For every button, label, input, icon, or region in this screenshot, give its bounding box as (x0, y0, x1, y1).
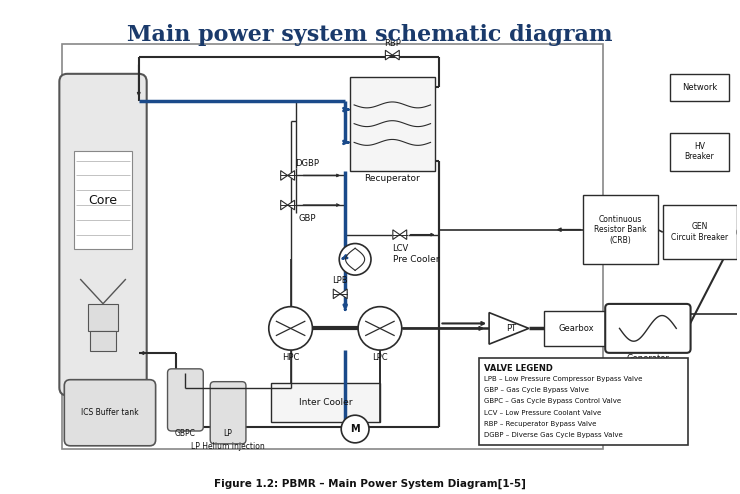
Text: Network: Network (682, 83, 717, 92)
Bar (90, 331, 116, 351)
FancyBboxPatch shape (605, 304, 690, 353)
Polygon shape (340, 289, 347, 299)
FancyBboxPatch shape (210, 382, 246, 444)
Text: GBP – Gas Cycle Bypass Valve: GBP – Gas Cycle Bypass Valve (484, 387, 589, 393)
Text: LPB: LPB (332, 276, 348, 285)
Circle shape (339, 244, 371, 275)
Text: VALVE LEGEND: VALVE LEGEND (484, 364, 553, 373)
Text: GEN
Circuit Breaker: GEN Circuit Breaker (671, 222, 729, 242)
Text: LCV: LCV (391, 244, 408, 253)
Text: ICS Buffer tank: ICS Buffer tank (81, 408, 139, 417)
Text: PT: PT (506, 324, 516, 333)
FancyBboxPatch shape (59, 74, 147, 396)
Polygon shape (392, 50, 400, 60)
Text: Gearbox: Gearbox (558, 324, 593, 333)
Polygon shape (333, 289, 340, 299)
Bar (670, 74, 730, 101)
Text: GBPC: GBPC (175, 429, 196, 439)
Bar (62, 44, 603, 449)
Text: Inter Cooler: Inter Cooler (298, 398, 352, 407)
Bar (74, 151, 132, 249)
Text: HPC: HPC (282, 354, 299, 363)
Text: HV
Breaker: HV Breaker (684, 142, 714, 162)
Text: LP: LP (223, 429, 232, 439)
Bar (670, 133, 730, 170)
Polygon shape (288, 200, 295, 210)
Text: Continuous
Resistor Bank
(CRB): Continuous Resistor Bank (CRB) (594, 215, 647, 245)
Circle shape (341, 415, 369, 443)
Bar (544, 311, 608, 346)
Text: LP Helium injection: LP Helium injection (191, 442, 265, 452)
Text: M: M (350, 424, 360, 434)
Polygon shape (386, 50, 392, 60)
Text: RBP – Recuperator Bypass Valve: RBP – Recuperator Bypass Valve (484, 421, 596, 427)
Text: Generator: Generator (627, 368, 670, 376)
Bar (663, 205, 737, 259)
Circle shape (737, 223, 740, 241)
Text: LCV – Low Pressure Coolant Valve: LCV – Low Pressure Coolant Valve (484, 410, 602, 416)
Polygon shape (400, 230, 407, 240)
Bar (480, 358, 687, 445)
Text: Core: Core (89, 194, 118, 206)
Polygon shape (280, 170, 288, 180)
Circle shape (358, 307, 402, 350)
Text: Pre Cooler: Pre Cooler (393, 255, 440, 264)
Polygon shape (280, 200, 288, 210)
Text: GBPC – Gas Cycle Bypass Control Valve: GBPC – Gas Cycle Bypass Control Valve (484, 399, 622, 405)
Polygon shape (393, 230, 400, 240)
Text: Main power system schematic diagram: Main power system schematic diagram (127, 25, 613, 46)
FancyBboxPatch shape (64, 380, 155, 446)
Bar (350, 77, 434, 170)
Text: DGBP: DGBP (295, 159, 320, 168)
Circle shape (269, 307, 312, 350)
Text: Recuperator: Recuperator (365, 174, 420, 183)
Polygon shape (288, 170, 295, 180)
Text: LPC: LPC (372, 354, 388, 363)
Text: RBP: RBP (384, 39, 401, 48)
Bar (271, 383, 380, 422)
Text: DGBP – Diverse Gas Cycle Bypass Valve: DGBP – Diverse Gas Cycle Bypass Valve (484, 432, 623, 439)
Bar (583, 195, 658, 264)
Text: GBP: GBP (299, 214, 316, 223)
FancyBboxPatch shape (167, 369, 204, 431)
Text: Generator: Generator (627, 354, 670, 363)
Text: Figure 1.2: PBMR – Main Power System Diagram[1-5]: Figure 1.2: PBMR – Main Power System Dia… (214, 478, 526, 489)
Text: LPB – Low Pressure Compressor Bypass Valve: LPB – Low Pressure Compressor Bypass Val… (484, 376, 642, 382)
Bar (88, 304, 118, 331)
Polygon shape (489, 313, 529, 344)
